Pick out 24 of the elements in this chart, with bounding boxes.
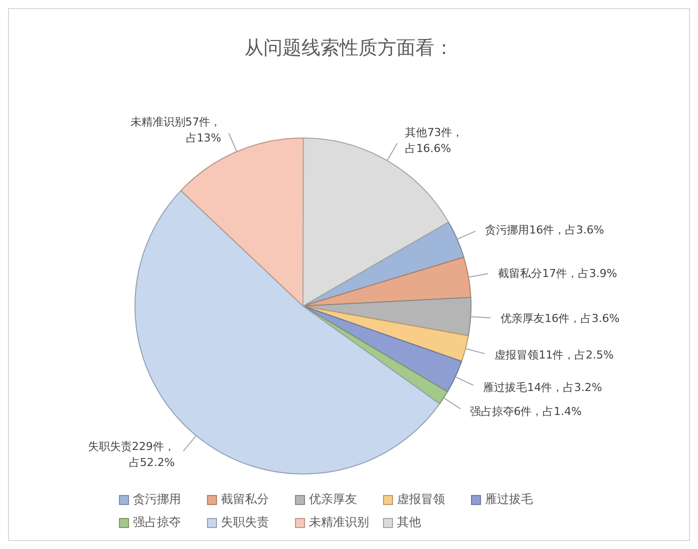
pie-slice: [302, 138, 449, 306]
legend-label: 虚报冒领: [397, 491, 445, 508]
data-label: 贪污挪用16件，占3.6%: [485, 223, 604, 236]
data-label: 强占掠夺6件，占1.4%: [470, 404, 582, 418]
data-label: 优亲厚友16件，占3.6%: [500, 312, 620, 325]
data-label: 雁过拔毛14件，占3.2%: [483, 380, 602, 394]
legend-label: 贪污挪用: [133, 491, 181, 508]
legend-label: 其他: [397, 514, 421, 531]
pie-slice: [302, 256, 472, 306]
legend-label: 截留私分: [221, 491, 269, 508]
legend-label: 失职失责: [221, 514, 269, 531]
pie-slice: [302, 306, 469, 362]
data-label: 截留私分17件，占3.9%: [498, 266, 618, 280]
data-label: 其他73件，占16.6%: [405, 125, 464, 154]
legend-label: 未精准识别: [309, 514, 369, 531]
legend-label: 雁过拔毛: [485, 491, 533, 508]
legend-label: 优亲厚友: [309, 491, 357, 508]
legend-label: 强占掠夺: [133, 514, 181, 531]
pie-slice: [302, 306, 462, 392]
data-label: 未精准识别57件，占13%: [130, 115, 222, 144]
chart-title: 从问题线索性质方面看：: [244, 36, 454, 61]
pie-slice: [302, 296, 472, 336]
data-label: 虚报冒领11件，占2.5%: [494, 348, 614, 362]
data-label: 失职失责229件，占52.2%: [88, 440, 175, 469]
